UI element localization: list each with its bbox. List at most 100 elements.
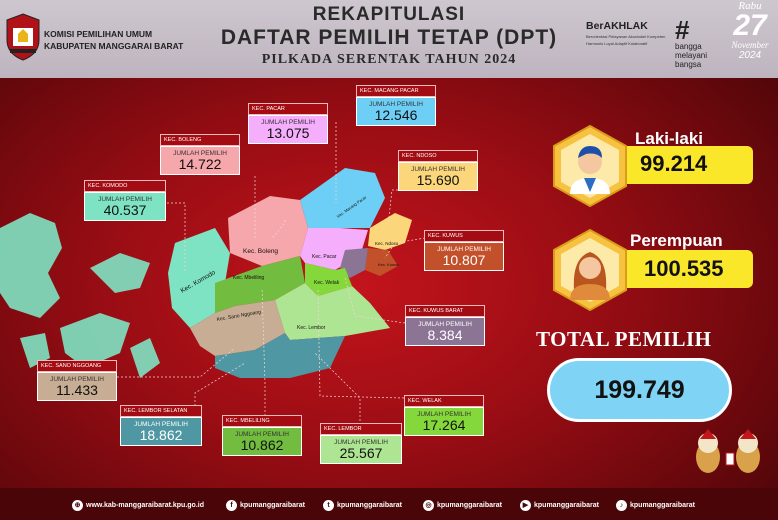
facebook-icon: f (226, 500, 237, 511)
district-card: KEC. BOLENG JUMLAH PEMILIH 14.722 (160, 134, 240, 175)
female-avatar-icon (553, 228, 627, 312)
district-count-value: 8.384 (427, 327, 463, 343)
footer-twitter-text: kpumanggaraibarat (337, 502, 402, 509)
district-count-value: 14.722 (178, 156, 222, 172)
footer-facebook-text: kpumanggaraibarat (240, 502, 305, 509)
connector-lines (117, 122, 426, 425)
region-sano-nggoang (190, 300, 285, 356)
bangga-word2: melayani (675, 51, 708, 60)
footer-tiktok[interactable]: ♪ kpumanggaraibarat (616, 500, 695, 511)
total-value: 199.749 (594, 376, 685, 404)
footer-instagram-text: kpumanggaraibarat (437, 502, 502, 509)
region-komodo (168, 228, 230, 328)
footer-bar (0, 488, 778, 520)
district-count-label: JUMLAH PEMILIH (134, 421, 188, 428)
district-name: KEC. LEMBOR (320, 423, 402, 435)
berakhlak-title: BerAKHLAK (586, 20, 648, 32)
district-count-label: JUMLAH PEMILIH (417, 411, 471, 418)
bangga-word3: bangsa (675, 60, 702, 69)
footer-youtube[interactable]: ▶ kpumanggaraibarat (520, 500, 599, 511)
footer-facebook[interactable]: f kpumanggaraibarat (226, 500, 305, 511)
island-west-4 (130, 338, 160, 378)
twitter-icon: t (323, 500, 334, 511)
district-name: KEC. NDOSO (398, 150, 478, 162)
instagram-icon: ◎ (423, 500, 434, 511)
org-line2: KABUPATEN MANGGARAI BARAT (44, 41, 184, 51)
island-west-1 (0, 213, 62, 318)
district-card: KEC. WELAK JUMLAH PEMILIH 17.264 (404, 395, 484, 436)
district-name: KEC. KOMODO (84, 180, 166, 192)
region-macang-pacar (300, 168, 385, 228)
district-count-label: JUMLAH PEMILIH (334, 439, 388, 446)
district-map: Kec. Boleng Kec. Komodo Kec. Mbeliling K… (0, 122, 426, 425)
district-count-value: 10.807 (442, 252, 486, 268)
district-box: JUMLAH PEMILIH 11.433 (37, 372, 117, 401)
district-card: KEC. MACANG PACAR JUMLAH PEMILIH 12.546 (356, 85, 436, 126)
district-box: JUMLAH PEMILIH 18.862 (120, 417, 202, 446)
kpu-logo-icon (6, 13, 40, 61)
district-count-label: JUMLAH PEMILIH (437, 246, 491, 253)
mascot-icon (696, 429, 760, 473)
district-box: JUMLAH PEMILIH 12.546 (356, 97, 436, 126)
date-day: Rabu (738, 0, 762, 12)
map-label-lembor: Kec. Lembor (297, 325, 326, 331)
district-card: KEC. SANO NGGOANG JUMLAH PEMILIH 11.433 (37, 360, 117, 401)
berakhlak-sub2: Harmonis Loyal Adaptif Kolaboratif (586, 41, 648, 46)
district-count-value: 17.264 (422, 417, 466, 433)
region-mbeliling (215, 256, 305, 313)
globe-icon: ⊕ (72, 500, 83, 511)
map-label-pacar: Kec. Pacar (312, 254, 337, 260)
district-count-label: JUMLAH PEMILIH (261, 119, 315, 126)
female-value: 100.535 (644, 256, 724, 281)
district-count-value: 13.075 (266, 125, 310, 141)
tiktok-icon: ♪ (616, 500, 627, 511)
bangga-word1: bangga (675, 42, 702, 51)
region-boleng (228, 196, 308, 266)
region-lembor (275, 283, 390, 340)
footer-twitter[interactable]: t kpumanggaraibarat (323, 500, 402, 511)
district-count-value: 11.433 (56, 382, 98, 398)
district-box: JUMLAH PEMILIH 15.690 (398, 162, 478, 191)
region-ndoso (368, 213, 412, 250)
total-pill: 199.749 (547, 358, 732, 422)
region-lembor-selatan (215, 333, 345, 378)
district-count-label: JUMLAH PEMILIH (98, 196, 152, 203)
org-line1: KOMISI PEMILIHAN UMUM (44, 29, 153, 39)
district-card: KEC. KUWUS BARAT JUMLAH PEMILIH 8.384 (405, 305, 485, 346)
footer-website[interactable]: ⊕ www.kab-manggaraibarat.kpu.go.id (72, 500, 204, 511)
district-card: KEC. LEMBOR JUMLAH PEMILIH 25.567 (320, 423, 402, 464)
district-count-value: 40.537 (103, 202, 147, 218)
map-label-boleng: Kec. Boleng (243, 248, 278, 255)
district-count-label: JUMLAH PEMILIH (235, 431, 289, 438)
district-count-value: 18.862 (139, 427, 183, 443)
org-name: KOMISI PEMILIHAN UMUM KABUPATEN MANGGARA… (44, 28, 183, 52)
district-card: KEC. NDOSO JUMLAH PEMILIH 15.690 (398, 150, 478, 191)
date-year: 2024 (738, 50, 762, 61)
footer-tiktok-text: kpumanggaraibarat (630, 502, 695, 509)
district-box: JUMLAH PEMILIH 14.722 (160, 146, 240, 175)
footer-website-text: www.kab-manggaraibarat.kpu.go.id (86, 502, 204, 509)
berakhlak-sub1: Berorientasi Pelayanan Akuntabel Kompete… (586, 34, 666, 39)
female-label: Perempuan (630, 231, 723, 250)
district-name: KEC. LEMBOR SELATAN (120, 405, 202, 417)
footer-instagram[interactable]: ◎ kpumanggaraibarat (423, 500, 502, 511)
district-box: JUMLAH PEMILIH 17.264 (404, 407, 484, 436)
district-card: KEC. KOMODO JUMLAH PEMILIH 40.537 (84, 180, 166, 221)
region-kuwus-barat (340, 248, 368, 278)
region-kuwus (365, 248, 398, 276)
district-count-label: JUMLAH PEMILIH (369, 101, 423, 108)
region-welak (305, 263, 352, 296)
district-count-value: 12.546 (374, 107, 418, 123)
title-pilkada: PILKADA SERENTAK TAHUN 2024 (261, 52, 517, 67)
district-name: KEC. WELAK (404, 395, 484, 407)
district-count-value: 25.567 (339, 445, 383, 461)
district-count-label: JUMLAH PEMILIH (50, 376, 104, 383)
district-count-value: 15.690 (416, 172, 460, 188)
district-box: JUMLAH PEMILIH 25.567 (320, 435, 402, 464)
youtube-icon: ▶ (520, 500, 531, 511)
district-box: JUMLAH PEMILIH 40.537 (84, 192, 166, 221)
district-name: KEC. MACANG PACAR (356, 85, 436, 97)
title-dpt: DAFTAR PEMILIH TETAP (DPT) (220, 26, 558, 49)
district-name: KEC. BOLENG (160, 134, 240, 146)
